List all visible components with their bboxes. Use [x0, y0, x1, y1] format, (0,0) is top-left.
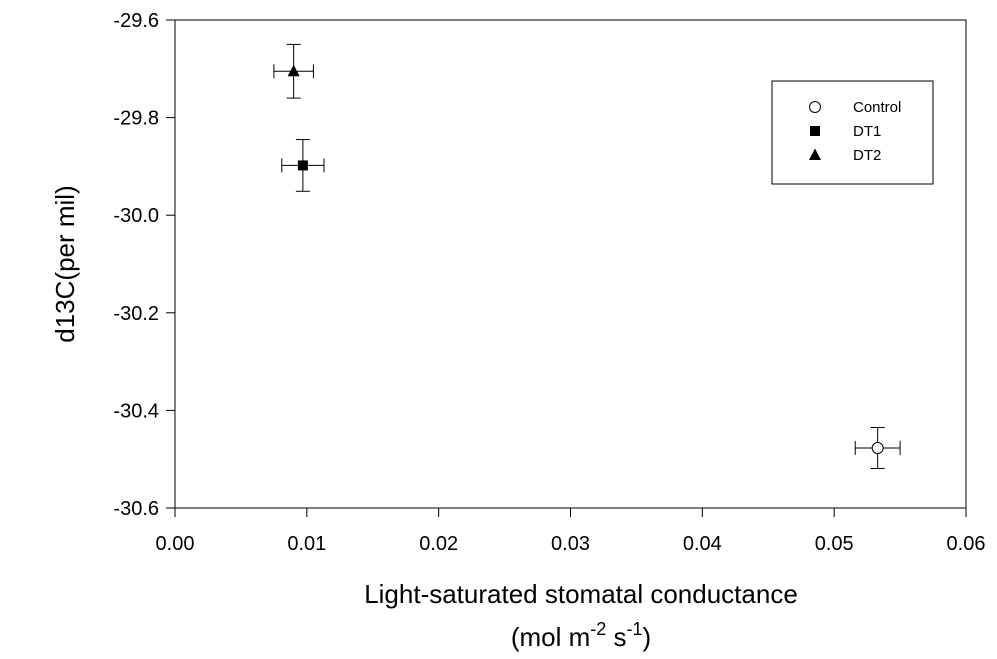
y-axis-title: d13C(per mil): [50, 185, 80, 343]
legend-label-dt2: DT2: [853, 147, 881, 164]
series-dt1: [281, 139, 325, 192]
legend: Control DT1 DT2: [771, 80, 934, 185]
legend-box: [771, 80, 934, 185]
data-point-dt1: [297, 160, 308, 171]
x-axis-title: Light-saturated stomatal conductance: [364, 579, 798, 609]
data-points: [273, 43, 901, 469]
y-tick-label: -30.0: [113, 205, 159, 227]
y-tick-label: -30.4: [113, 400, 159, 422]
legend-marker-dt2: [809, 148, 821, 160]
x-axis-units: (mol m-2 s-1): [511, 619, 651, 652]
legend-label-dt1: DT1: [853, 123, 881, 140]
data-point-control: [871, 441, 884, 454]
x-tick-label: 0.03: [551, 533, 590, 555]
y-axis-ticks: -29.6 -29.8 -30.0 -30.2 -30.4 -30.6: [113, 10, 175, 520]
x-tick-label: 0.04: [683, 533, 722, 555]
y-tick-label: -29.6: [113, 10, 159, 32]
data-point-dt2: [287, 64, 300, 77]
legend-marker-control: [809, 101, 821, 113]
y-tick-label: -30.2: [113, 303, 159, 325]
x-tick-label: 0.05: [815, 533, 854, 555]
legend-marker-dt1: [810, 126, 820, 136]
series-dt2: [273, 43, 314, 99]
y-tick-label: -30.6: [113, 498, 159, 520]
x-tick-label: 0.00: [156, 533, 195, 555]
x-tick-label: 0.06: [947, 533, 986, 555]
y-tick-label: -29.8: [113, 108, 159, 130]
legend-label-control: Control: [853, 99, 901, 116]
series-control: [854, 426, 901, 469]
x-axis-ticks: 0.00 0.01 0.02 0.03 0.04 0.05 0.06: [156, 508, 986, 555]
x-tick-label: 0.02: [419, 533, 458, 555]
x-tick-label: 0.01: [287, 533, 326, 555]
